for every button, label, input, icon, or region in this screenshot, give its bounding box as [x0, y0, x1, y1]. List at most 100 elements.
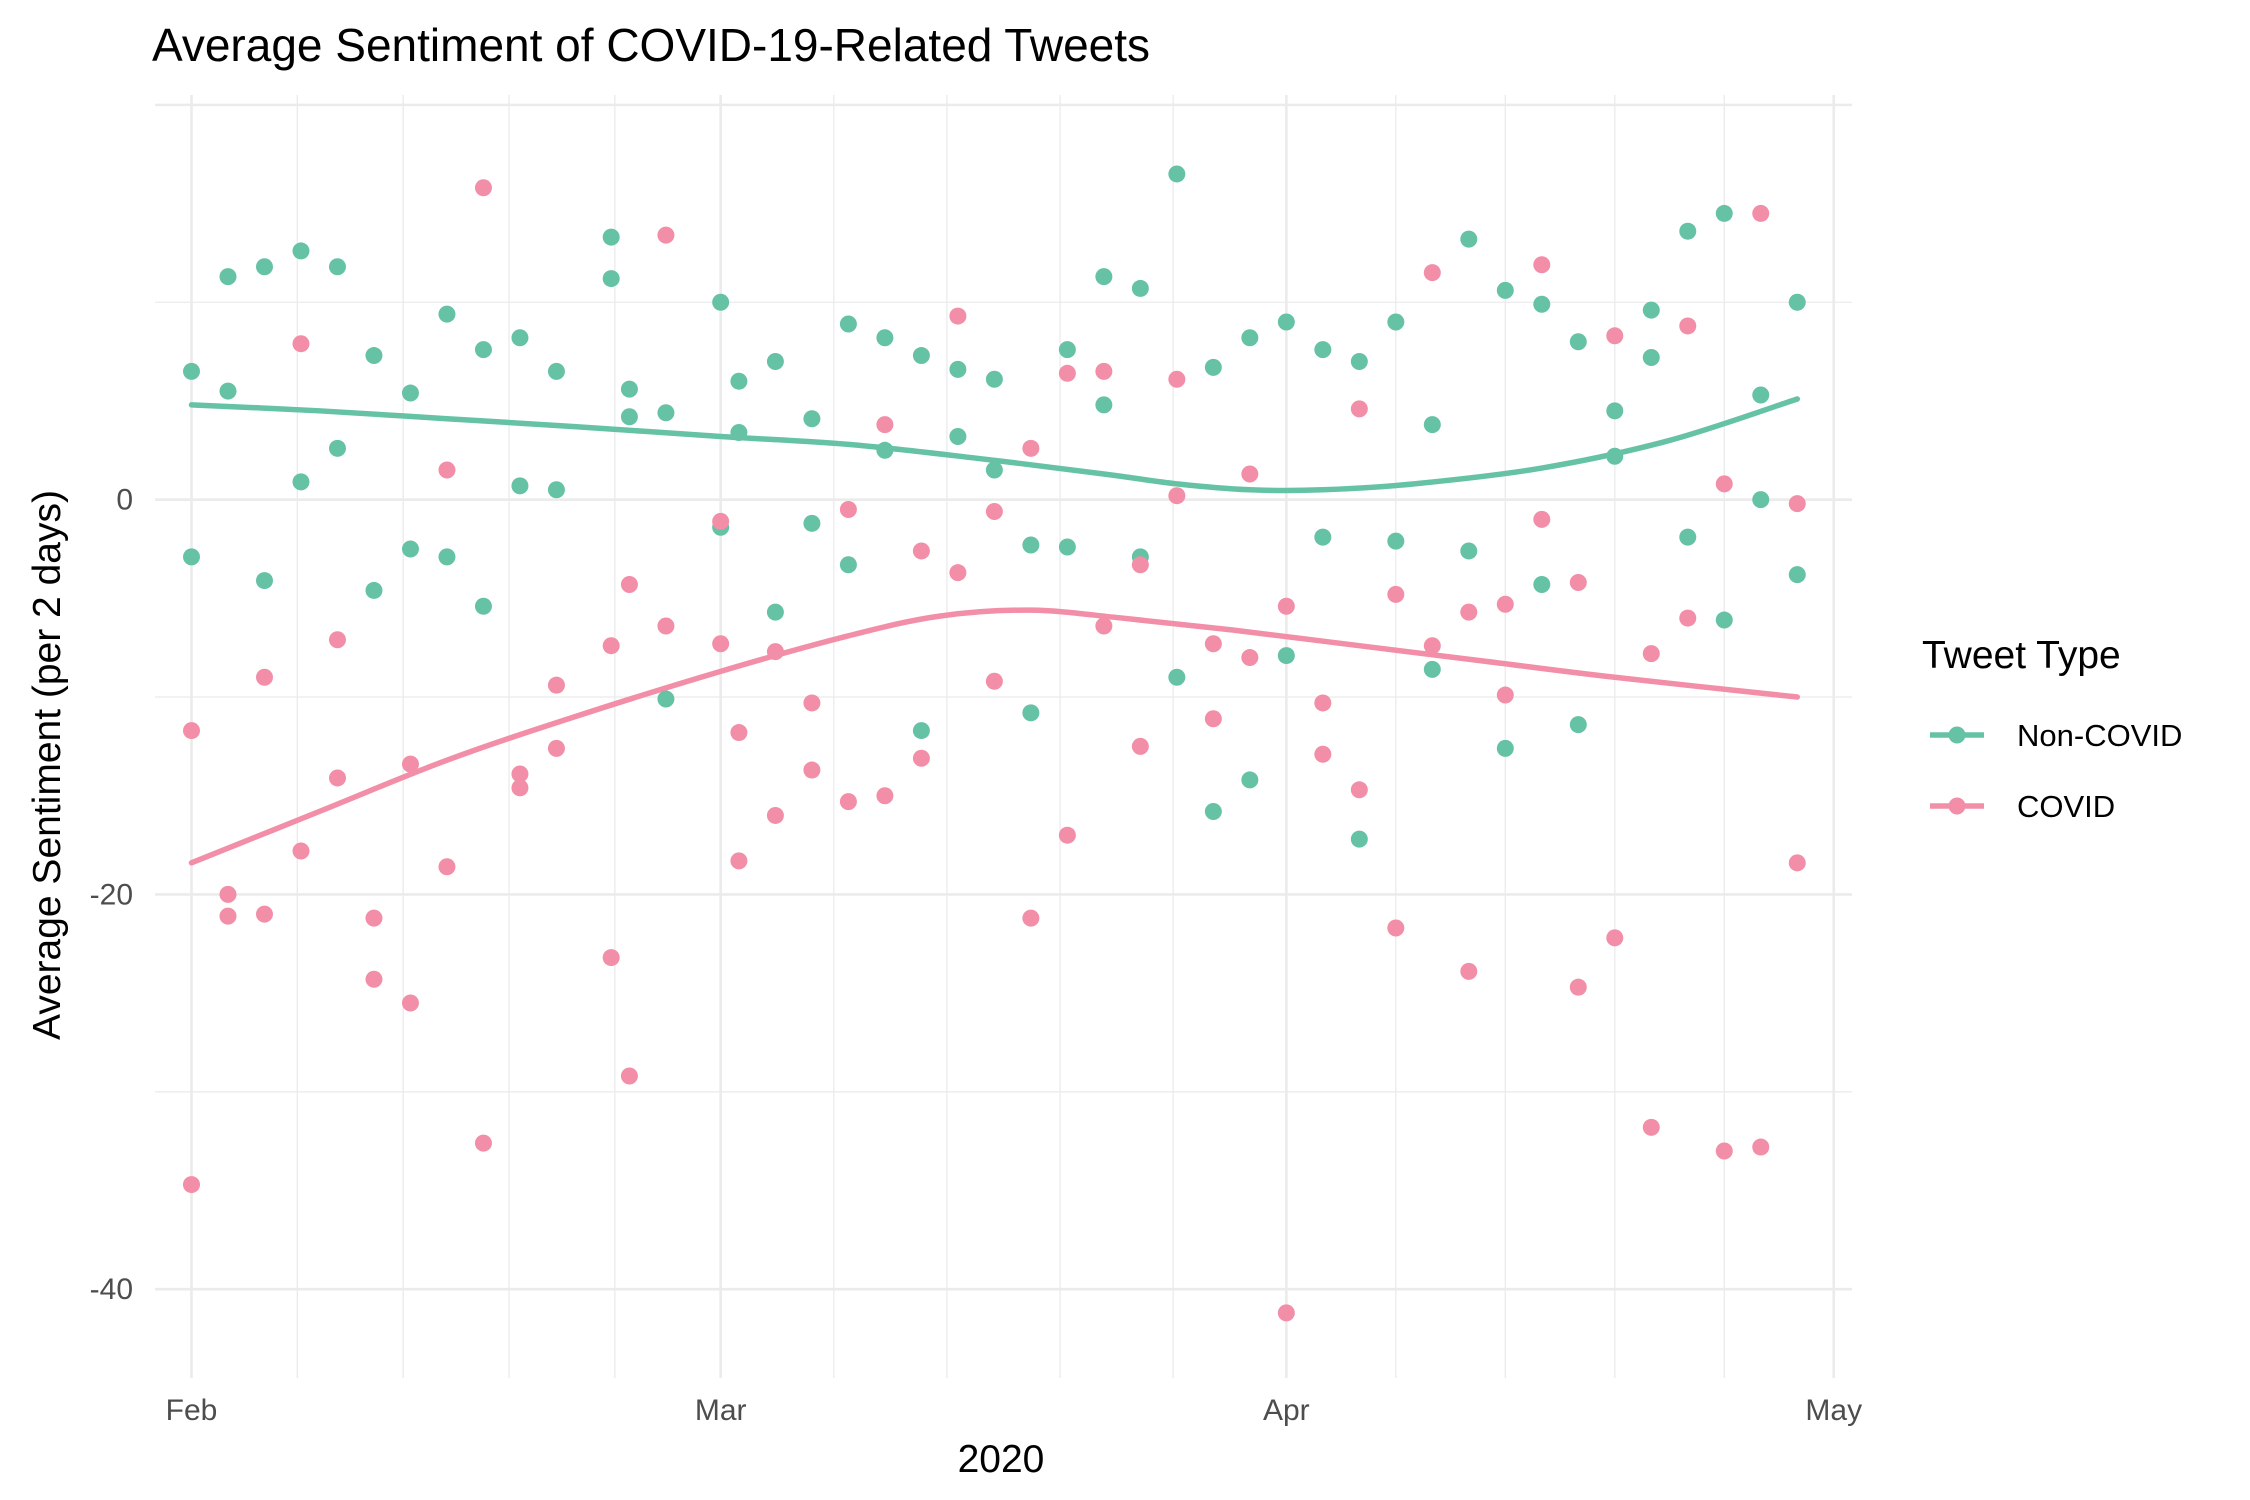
- point-non-covid: [912, 347, 930, 365]
- point-non-covid: [1569, 716, 1587, 734]
- point-covid: [547, 739, 565, 757]
- x-tick-label: May: [1805, 1394, 1862, 1427]
- point-covid: [292, 842, 310, 860]
- point-non-covid: [766, 603, 784, 621]
- point-non-covid: [602, 270, 620, 288]
- point-covid: [1569, 978, 1587, 996]
- legend: Tweet Type Non-COVID COVID: [1922, 634, 2182, 824]
- point-covid: [730, 724, 748, 742]
- point-non-covid: [219, 382, 237, 400]
- point-non-covid: [401, 540, 419, 558]
- point-non-covid: [1423, 660, 1441, 678]
- point-covid: [1204, 710, 1222, 728]
- point-non-covid: [1277, 313, 1295, 331]
- point-non-covid: [1022, 536, 1040, 554]
- y-axis-ticks: 0 -20 -40: [90, 484, 133, 1307]
- point-covid: [1679, 609, 1697, 627]
- point-covid: [474, 1134, 492, 1152]
- legend-key-point-non-covid: [1948, 726, 1966, 744]
- point-covid: [620, 1067, 638, 1085]
- point-covid: [1642, 1118, 1660, 1136]
- point-covid: [985, 502, 1003, 520]
- point-covid: [712, 512, 730, 530]
- point-non-covid: [1058, 341, 1076, 359]
- point-covid: [1788, 495, 1806, 513]
- point-non-covid: [1241, 771, 1259, 789]
- legend-title: Tweet Type: [1922, 634, 2121, 677]
- x-tick-label: Apr: [1263, 1394, 1310, 1427]
- point-non-covid: [876, 441, 894, 459]
- point-non-covid: [1131, 279, 1149, 297]
- point-non-covid: [1058, 538, 1076, 556]
- point-covid: [803, 694, 821, 712]
- point-non-covid: [1569, 333, 1587, 351]
- point-covid: [1350, 781, 1368, 799]
- y-tick-label: -20: [90, 878, 133, 911]
- point-covid: [219, 907, 237, 925]
- y-axis-title: Average Sentiment (per 2 days): [26, 490, 69, 1040]
- point-covid: [1606, 327, 1624, 345]
- point-covid: [1423, 264, 1441, 282]
- point-covid: [1314, 745, 1332, 763]
- point-non-covid: [766, 352, 784, 370]
- point-covid: [182, 722, 200, 740]
- point-non-covid: [474, 341, 492, 359]
- point-non-covid: [1423, 416, 1441, 434]
- point-covid: [292, 335, 310, 353]
- point-covid: [1752, 204, 1770, 222]
- point-covid: [657, 617, 675, 635]
- trend-line-covid: [188, 607, 1801, 866]
- point-covid: [949, 307, 967, 325]
- point-covid: [1168, 370, 1186, 388]
- point-covid: [1314, 694, 1332, 712]
- point-covid: [1168, 487, 1186, 505]
- point-non-covid: [949, 360, 967, 378]
- point-covid: [438, 858, 456, 876]
- point-non-covid: [876, 329, 894, 347]
- point-non-covid: [1241, 329, 1259, 347]
- point-covid: [602, 949, 620, 967]
- point-covid: [766, 806, 784, 824]
- point-non-covid: [1314, 341, 1332, 359]
- point-non-covid: [985, 461, 1003, 479]
- point-non-covid: [182, 548, 200, 566]
- point-non-covid: [401, 384, 419, 402]
- point-non-covid: [803, 514, 821, 532]
- point-covid: [1241, 465, 1259, 483]
- point-non-covid: [292, 242, 310, 260]
- point-covid: [1058, 826, 1076, 844]
- point-covid: [511, 765, 529, 783]
- point-non-covid: [1533, 576, 1551, 594]
- point-covid: [1387, 919, 1405, 937]
- point-non-covid: [438, 548, 456, 566]
- point-non-covid: [438, 305, 456, 323]
- point-covid: [1095, 617, 1113, 635]
- point-covid: [876, 416, 894, 434]
- point-non-covid: [1788, 566, 1806, 584]
- point-non-covid: [365, 347, 383, 365]
- point-covid: [1423, 637, 1441, 655]
- x-tick-label: Mar: [695, 1394, 747, 1427]
- point-non-covid: [1533, 295, 1551, 313]
- x-axis-ticks: Feb Mar Apr May: [166, 1394, 1862, 1427]
- point-covid: [1788, 854, 1806, 872]
- point-non-covid: [1204, 358, 1222, 376]
- legend-label-non-covid: Non-COVID: [2017, 718, 2182, 753]
- point-non-covid: [547, 481, 565, 499]
- point-non-covid: [1715, 204, 1733, 222]
- point-non-covid: [712, 293, 730, 311]
- point-non-covid: [1752, 491, 1770, 509]
- point-non-covid: [1679, 222, 1697, 240]
- point-non-covid: [620, 380, 638, 398]
- point-non-covid: [620, 408, 638, 426]
- point-non-covid: [1168, 165, 1186, 183]
- point-covid: [1022, 439, 1040, 457]
- point-covid: [474, 179, 492, 197]
- point-covid: [602, 637, 620, 655]
- point-covid: [401, 755, 419, 773]
- point-non-covid: [730, 424, 748, 442]
- point-covid: [839, 793, 857, 811]
- point-covid: [803, 761, 821, 779]
- point-covid: [401, 994, 419, 1012]
- x-tick-label: Feb: [166, 1394, 218, 1427]
